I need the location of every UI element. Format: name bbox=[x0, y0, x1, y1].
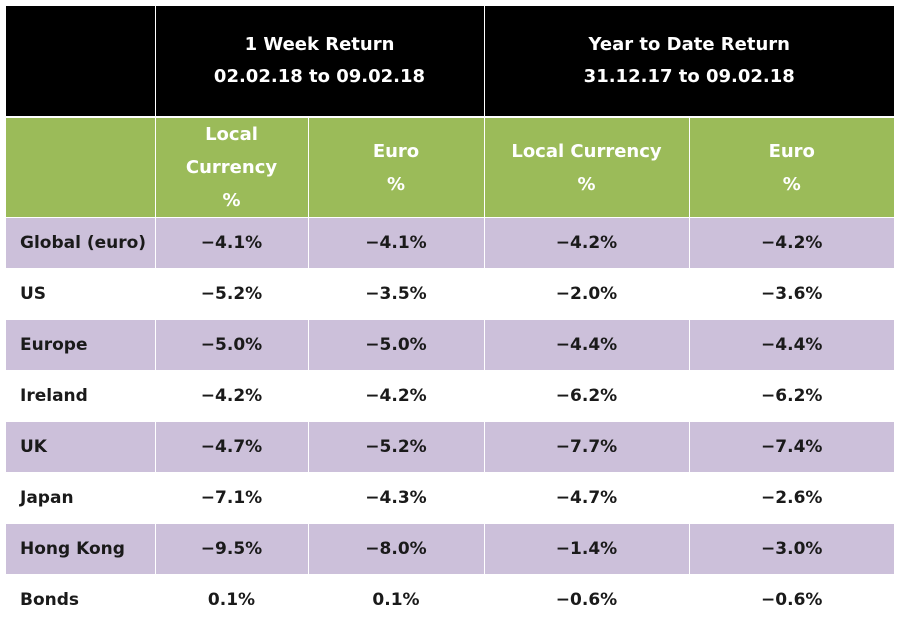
ytd-local-value: −0.6% bbox=[483, 574, 689, 625]
week-euro-label-2: % bbox=[386, 173, 406, 195]
table-row: Global (euro) −4.1% −4.1% −4.2% −4.2% bbox=[6, 217, 894, 269]
market-name: Hong Kong bbox=[6, 523, 155, 575]
week-local-value: −5.2% bbox=[154, 268, 308, 320]
ytd-euro-value: −4.2% bbox=[688, 217, 894, 269]
ytd-euro-value: −2.6% bbox=[688, 472, 894, 524]
week-return-title: 1 Week Return bbox=[244, 34, 395, 55]
week-local-value: 0.1% bbox=[154, 574, 308, 625]
ytd-euro-value: −3.0% bbox=[688, 523, 894, 575]
week-return-header: 1 Week Return 02.02.18 to 09.02.18 bbox=[154, 6, 484, 117]
table-row: Hong Kong −9.5% −8.0% −1.4% −3.0% bbox=[6, 523, 894, 575]
returns-table: 1 Week Return 02.02.18 to 09.02.18 Year … bbox=[6, 6, 894, 625]
market-name: Japan bbox=[6, 472, 155, 524]
market-name: Bonds bbox=[6, 574, 155, 625]
market-name: UK bbox=[6, 421, 155, 473]
week-local-value: −5.0% bbox=[154, 319, 308, 371]
ytd-euro-header: Euro % bbox=[688, 116, 894, 218]
week-euro-value: −5.0% bbox=[307, 319, 484, 371]
table-row: Ireland −4.2% −4.2% −6.2% −6.2% bbox=[6, 370, 894, 422]
week-euro-header: Euro % bbox=[307, 116, 484, 218]
header-row: 1 Week Return 02.02.18 to 09.02.18 Year … bbox=[6, 6, 894, 117]
ytd-euro-value: −6.2% bbox=[688, 370, 894, 422]
ytd-local-label-1: Local Currency bbox=[511, 140, 662, 162]
ytd-euro-value: −0.6% bbox=[688, 574, 894, 625]
table-row: Japan −7.1% −4.3% −4.7% −2.6% bbox=[6, 472, 894, 524]
week-local-label-3: % bbox=[222, 190, 241, 211]
subheader-row: Local Currency % Euro % Local Currency %… bbox=[6, 116, 894, 218]
table-row: Europe −5.0% −5.0% −4.4% −4.4% bbox=[6, 319, 894, 371]
week-euro-label-1: Euro bbox=[372, 140, 420, 162]
week-euro-value: −5.2% bbox=[307, 421, 484, 473]
week-euro-value: 0.1% bbox=[307, 574, 484, 625]
ytd-local-label-2: % bbox=[577, 173, 596, 195]
ytd-local-value: −6.2% bbox=[483, 370, 689, 422]
week-local-label-2: Currency bbox=[185, 157, 278, 178]
market-name: US bbox=[6, 268, 155, 320]
week-euro-value: −8.0% bbox=[307, 523, 484, 575]
ytd-euro-value: −3.6% bbox=[688, 268, 894, 320]
table-row: Bonds 0.1% 0.1% −0.6% −0.6% bbox=[6, 574, 894, 625]
week-local-currency-header: Local Currency % bbox=[154, 116, 308, 218]
market-name: Europe bbox=[6, 319, 155, 371]
ytd-local-value: −4.4% bbox=[483, 319, 689, 371]
week-euro-value: −3.5% bbox=[307, 268, 484, 320]
ytd-return-header: Year to Date Return 31.12.17 to 09.02.18 bbox=[483, 6, 894, 117]
week-euro-value: −4.3% bbox=[307, 472, 484, 524]
ytd-return-title: Year to Date Return bbox=[588, 34, 790, 55]
ytd-euro-value: −4.4% bbox=[688, 319, 894, 371]
ytd-euro-label-1: Euro bbox=[768, 140, 815, 162]
ytd-local-value: −4.2% bbox=[483, 217, 689, 269]
week-local-label-1: Local bbox=[205, 124, 258, 145]
week-euro-value: −4.2% bbox=[307, 370, 484, 422]
subheader-corner-cell bbox=[6, 116, 155, 218]
ytd-euro-label-2: % bbox=[782, 173, 801, 195]
table-row: UK −4.7% −5.2% −7.7% −7.4% bbox=[6, 421, 894, 473]
week-return-dates: 02.02.18 to 09.02.18 bbox=[213, 66, 426, 87]
ytd-local-value: −7.7% bbox=[483, 421, 689, 473]
week-local-value: −4.7% bbox=[154, 421, 308, 473]
week-local-value: −4.2% bbox=[154, 370, 308, 422]
market-name: Ireland bbox=[6, 370, 155, 422]
table-row: US −5.2% −3.5% −2.0% −3.6% bbox=[6, 268, 894, 320]
ytd-local-value: −1.4% bbox=[483, 523, 689, 575]
ytd-euro-value: −7.4% bbox=[688, 421, 894, 473]
week-local-value: −4.1% bbox=[154, 217, 308, 269]
ytd-local-currency-header: Local Currency % bbox=[483, 116, 689, 218]
corner-cell bbox=[6, 6, 155, 117]
ytd-local-value: −2.0% bbox=[483, 268, 689, 320]
market-name: Global (euro) bbox=[6, 217, 155, 269]
ytd-local-value: −4.7% bbox=[483, 472, 689, 524]
week-euro-value: −4.1% bbox=[307, 217, 484, 269]
week-local-value: −7.1% bbox=[154, 472, 308, 524]
ytd-return-dates: 31.12.17 to 09.02.18 bbox=[583, 66, 795, 87]
week-local-value: −9.5% bbox=[154, 523, 308, 575]
